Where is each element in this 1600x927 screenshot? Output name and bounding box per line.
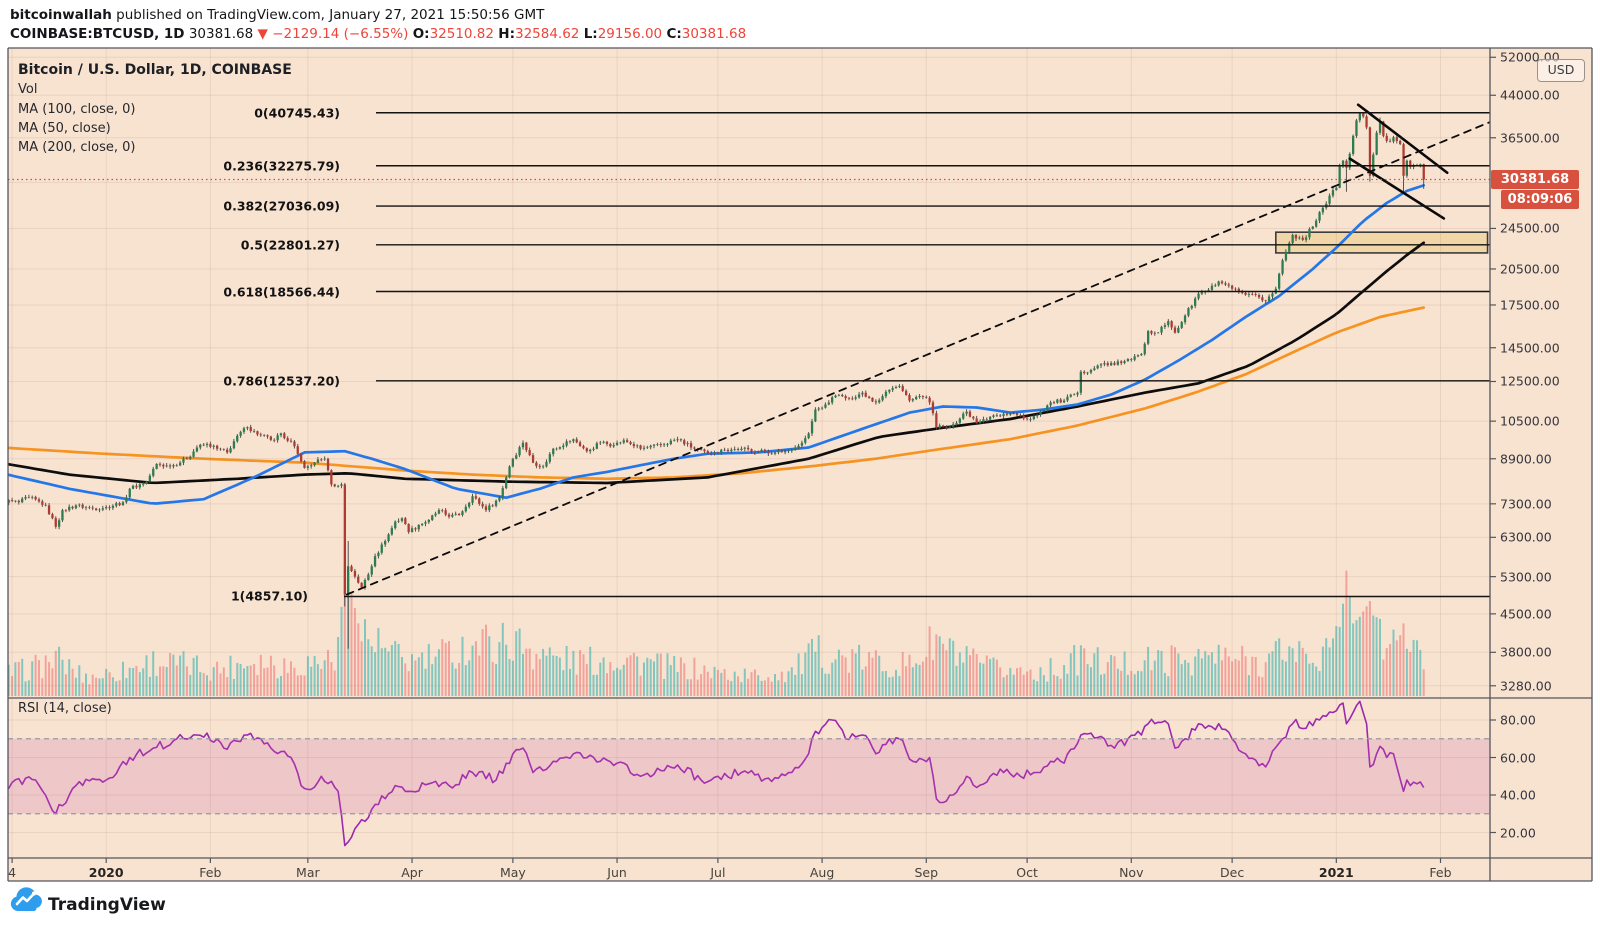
time-axis-label: Apr bbox=[401, 865, 423, 880]
fib-level-label: 0(40745.43) bbox=[254, 105, 340, 121]
rsi-tick-label: 80.00 bbox=[1500, 712, 1536, 728]
publisher-line: bitcoinwallah published on TradingView.c… bbox=[10, 7, 544, 23]
fib-level-label: 0.786(12537.20) bbox=[223, 373, 340, 389]
time-axis-label: Feb bbox=[199, 865, 222, 880]
price-tick-label: 10500.00 bbox=[1500, 413, 1560, 429]
price-tick-label: 7300.00 bbox=[1500, 496, 1552, 512]
tradingview-logo-icon[interactable] bbox=[9, 886, 45, 914]
time-axis-label: 2021 bbox=[1318, 865, 1354, 880]
close-value: 30381.68 bbox=[681, 26, 747, 42]
price-tick-label: 36500.00 bbox=[1500, 130, 1560, 146]
time-axis-label: Oct bbox=[1016, 865, 1038, 880]
price-tick-label: 4500.00 bbox=[1500, 606, 1552, 622]
price-tick-label: 24500.00 bbox=[1500, 220, 1560, 236]
legend-item-ma-100-close-0[interactable]: MA (100, close, 0) bbox=[18, 101, 136, 117]
symbol-line: COINBASE:BTCUSD, 1D 30381.68 ▼ −2129.14 … bbox=[10, 26, 746, 42]
legend-item-vol[interactable]: Vol bbox=[18, 82, 38, 98]
time-axis-label: Nov bbox=[1119, 865, 1144, 880]
price-tick-label: 44000.00 bbox=[1500, 87, 1560, 103]
low-label: L: bbox=[583, 26, 598, 42]
close-label: C: bbox=[666, 26, 682, 42]
rsi-indicator-label[interactable]: RSI (14, close) bbox=[18, 701, 112, 716]
open-value: 32510.82 bbox=[429, 26, 494, 42]
last-price: 30381.68 bbox=[188, 26, 254, 42]
price-tick-label: 8900.00 bbox=[1500, 451, 1552, 467]
time-axis-label: 2020 bbox=[88, 865, 124, 880]
fib-level-label: 1(4857.10) bbox=[230, 588, 308, 604]
time-axis-label: May bbox=[499, 865, 526, 880]
last-price-badge: 30381.68 bbox=[1491, 169, 1579, 189]
fib-level-label: 0.236(32275.79) bbox=[223, 158, 340, 174]
price-change: −2129.14 (−6.55%) bbox=[272, 26, 409, 42]
rsi-tick-label: 20.00 bbox=[1500, 825, 1536, 840]
symbol-name: COINBASE:BTCUSD, 1D bbox=[10, 26, 185, 42]
change-arrow-icon: ▼ bbox=[257, 26, 268, 42]
fib-level-label: 0.382(27036.09) bbox=[223, 198, 340, 214]
published-text: published on TradingView.com, January 27… bbox=[111, 7, 545, 23]
low-value: 29156.00 bbox=[597, 26, 663, 42]
high-value: 32584.62 bbox=[514, 26, 580, 42]
time-axis-label: Mar bbox=[296, 865, 320, 880]
legend-title[interactable]: Bitcoin / U.S. Dollar, 1D, COINBASE bbox=[18, 62, 292, 78]
legend-item-ma-50-close[interactable]: MA (50, close) bbox=[18, 120, 111, 136]
brand-name[interactable]: TradingView bbox=[48, 895, 166, 915]
price-tick-label: 3800.00 bbox=[1500, 644, 1552, 660]
time-axis-label: Sep bbox=[914, 865, 939, 880]
time-axis-label: Aug bbox=[809, 865, 835, 880]
time-axis-label: Jun bbox=[607, 865, 627, 880]
time-axis-label: Dec bbox=[1220, 865, 1245, 880]
time-axis-label: Jul bbox=[710, 865, 726, 880]
price-tick-label: 14500.00 bbox=[1500, 340, 1560, 356]
author-name: bitcoinwallah bbox=[10, 7, 112, 23]
rsi-tick-label: 40.00 bbox=[1500, 787, 1536, 803]
legend-item-ma-200-close-0[interactable]: MA (200, close, 0) bbox=[18, 140, 136, 156]
price-tick-label: 5300.00 bbox=[1500, 569, 1552, 585]
fib-level-label: 0.5(22801.27) bbox=[240, 237, 340, 253]
bar-countdown-badge: 08:09:06 bbox=[1501, 190, 1579, 209]
open-label: O: bbox=[412, 26, 430, 42]
price-tick-label: 17500.00 bbox=[1500, 297, 1560, 313]
rsi-tick-label: 60.00 bbox=[1500, 750, 1536, 765]
currency-unit-button[interactable]: USD bbox=[1537, 59, 1585, 82]
fib-level-label: 0.618(18566.44) bbox=[223, 284, 340, 299]
price-tick-label: 20500.00 bbox=[1500, 261, 1560, 277]
time-axis-label: 4 bbox=[8, 865, 17, 880]
high-label: H: bbox=[498, 26, 515, 42]
price-tick-label: 12500.00 bbox=[1500, 373, 1560, 389]
chart-legend[interactable]: Bitcoin / U.S. Dollar, 1D, COINBASE Vol M… bbox=[18, 61, 292, 157]
price-tick-label: 6300.00 bbox=[1500, 529, 1552, 545]
time-axis-label: Feb bbox=[1429, 865, 1452, 880]
price-tick-label: 3280.00 bbox=[1500, 678, 1552, 694]
